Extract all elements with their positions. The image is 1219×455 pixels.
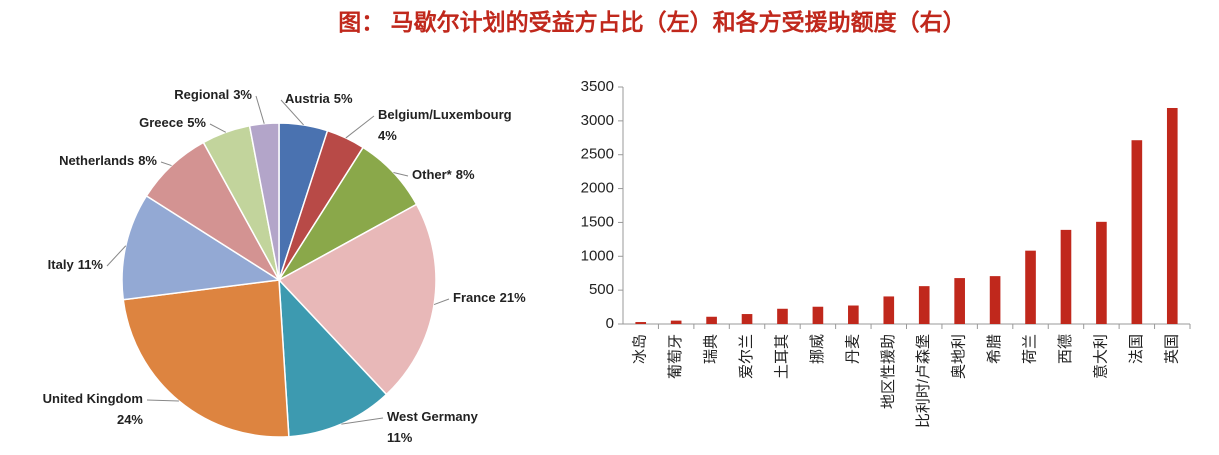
x-tick-label: 比利时/卢森堡 xyxy=(915,334,932,428)
pie-label: Regional 3% xyxy=(174,87,252,102)
leader-line xyxy=(433,298,450,306)
bar xyxy=(1060,229,1072,324)
bar xyxy=(848,305,859,324)
bar xyxy=(635,322,647,324)
pie-label-value: 21% xyxy=(500,290,526,305)
pie-slice xyxy=(121,194,282,301)
y-tick-label: 500 xyxy=(589,281,614,298)
bar xyxy=(706,316,717,324)
bar xyxy=(1096,221,1107,324)
y-tick-label: 2000 xyxy=(581,180,614,197)
leader-line xyxy=(209,123,227,133)
pie-label-name: Other* xyxy=(412,167,453,182)
pie-label-name: United Kingdom xyxy=(43,391,143,406)
pie-label-name: Belgium/Luxembourg xyxy=(378,107,512,122)
x-tick-label: 土耳其 xyxy=(773,334,790,379)
pie-slice xyxy=(122,279,290,438)
bar xyxy=(1166,107,1178,325)
leader-line xyxy=(160,161,172,167)
x-tick-label: 英国 xyxy=(1162,334,1180,364)
pie-slice xyxy=(248,122,280,281)
x-tick-label: 奥地利 xyxy=(951,334,968,379)
x-tick-label: 葡萄牙 xyxy=(667,334,684,379)
pie-label-value: 11% xyxy=(78,257,104,272)
pie-label: Netherlands 8% xyxy=(59,153,157,168)
bar xyxy=(777,308,788,324)
leader-line xyxy=(280,99,304,126)
bar xyxy=(1025,250,1036,324)
leader-line xyxy=(341,417,384,425)
x-tick-label: 丹麦 xyxy=(844,334,861,364)
x-tick-label: 冰岛 xyxy=(632,334,649,364)
x-tick-label: 希腊 xyxy=(986,334,1003,364)
x-tick-label: 荷兰 xyxy=(1022,334,1039,364)
page-title: 图： 马歇尔计划的受益方占比（左）和各方受援助额度（右） xyxy=(338,9,965,35)
leader-line xyxy=(106,245,127,267)
pie-label: France 21% xyxy=(453,290,526,305)
pie-label: Italy 11% xyxy=(48,257,104,272)
pie-label: Greece 5% xyxy=(139,115,206,130)
pie-label-value: 11% xyxy=(387,430,413,445)
y-tick-label: 3000 xyxy=(581,112,614,129)
bar xyxy=(1131,140,1143,324)
pie-label: United Kingdom 24% xyxy=(43,391,144,427)
pie-label-value: 8% xyxy=(138,153,157,168)
pie-label-name: Greece xyxy=(139,115,183,130)
pie-slice xyxy=(278,277,388,438)
leader-line xyxy=(255,95,265,124)
pie-label-name: Austria xyxy=(285,91,331,106)
bar xyxy=(918,286,930,324)
pie-label-name: Netherlands xyxy=(59,153,134,168)
leader-line xyxy=(345,115,375,139)
y-tick-label: 3500 xyxy=(581,78,614,95)
bar xyxy=(954,278,965,324)
pie-label-value: 5% xyxy=(334,91,353,106)
pie-label: West Germany 11% xyxy=(387,409,479,445)
pie-label-name: France xyxy=(453,290,496,305)
x-tick-label: 爱尔兰 xyxy=(738,334,755,379)
bar xyxy=(812,306,824,324)
pie-label-value: 8% xyxy=(456,167,475,182)
bar xyxy=(989,276,1001,324)
x-tick-label: 地区性援助 xyxy=(880,334,897,409)
bar xyxy=(883,296,895,324)
leader-line xyxy=(146,399,179,402)
x-tick-label: 法国 xyxy=(1128,334,1145,364)
pie-label-value: 4% xyxy=(378,128,397,143)
y-tick-label: 2500 xyxy=(581,146,614,163)
pie-label-value: 5% xyxy=(187,115,206,130)
bar xyxy=(670,320,682,324)
y-tick-label: 1000 xyxy=(581,247,614,264)
leader-line xyxy=(393,172,409,177)
pie-label-name: West Germany xyxy=(387,409,479,424)
x-tick-label: 西德 xyxy=(1056,334,1074,364)
pie-label: Belgium/Luxembourg 4% xyxy=(378,107,512,143)
x-tick-label: 意大利 xyxy=(1091,334,1109,379)
pie-slice xyxy=(277,203,437,396)
pie-label-name: Regional xyxy=(174,87,229,102)
y-tick-label: 0 xyxy=(606,315,614,332)
y-tick-label: 1500 xyxy=(581,213,614,230)
pie-label-value: 24% xyxy=(117,412,143,427)
pie-label-value: 3% xyxy=(233,87,252,102)
pie-label: Other* 8% xyxy=(412,167,475,182)
pie-label-name: Italy xyxy=(48,257,75,272)
x-tick-label: 挪威 xyxy=(809,334,826,364)
bar xyxy=(741,314,753,324)
pie-label: Austria 5% xyxy=(285,91,353,106)
x-tick-label: 瑞典 xyxy=(703,334,720,364)
